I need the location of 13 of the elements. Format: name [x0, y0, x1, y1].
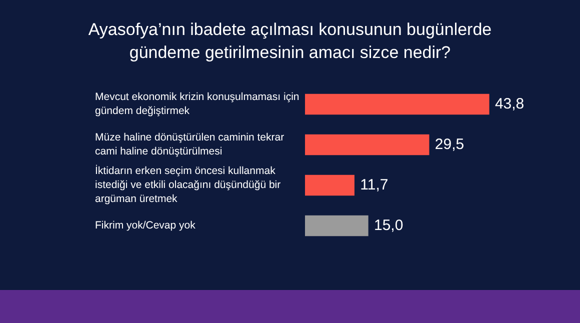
y-tick-label: Fikrim yok/Cevap yok — [95, 220, 196, 232]
y-tick-label: Müze haline dönüştürülen caminin tekrar cami haline dönüştürülmesi — [95, 132, 285, 158]
bar — [305, 134, 430, 156]
data-label: 29,5 — [434, 136, 464, 153]
data-label: 15,0 — [374, 216, 404, 234]
data-label: 11,7 — [360, 176, 388, 194]
bar — [305, 174, 354, 196]
y-tick-label: İktidarın erken seçim öncesi kullanmak istediği ve etkili olacağını düşündüğü bir argüman üretmek — [95, 164, 282, 206]
data-label: 43,8 — [494, 95, 524, 112]
chart-title: Ayasofya’nın ibadete açılması konusunun bugünlerde gündeme getirilmesinin amacı sizce nedir? — [87, 19, 493, 64]
bar — [305, 94, 490, 115]
bar — [305, 215, 368, 236]
y-tick-label: Mevcut ekonomik krizin konuşulmaması için gündem değiştirmek — [95, 91, 300, 118]
